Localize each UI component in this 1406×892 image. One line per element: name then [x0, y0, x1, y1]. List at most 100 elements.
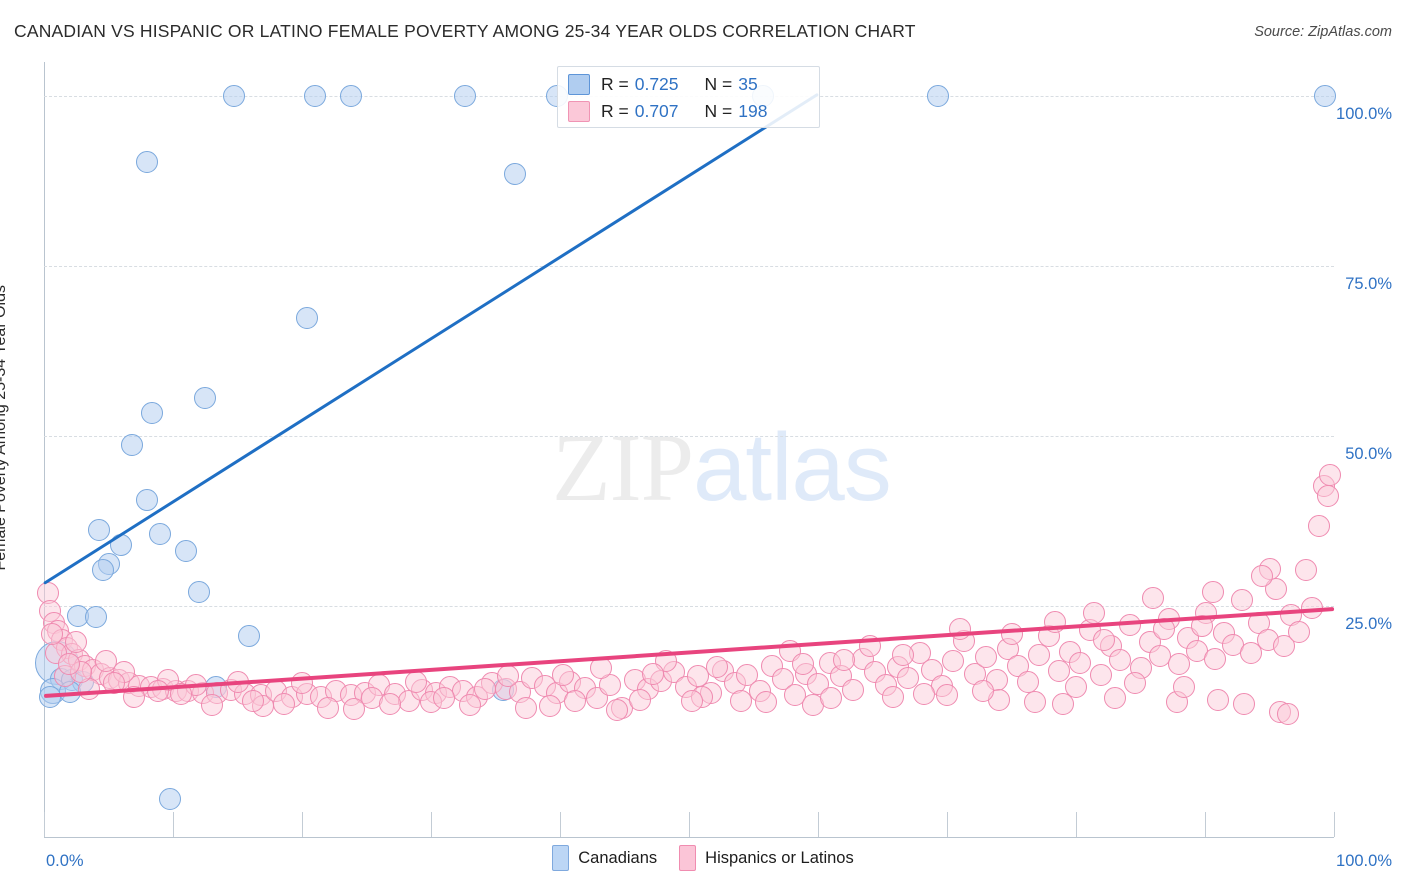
- data-point[interactable]: [706, 655, 729, 678]
- data-point[interactable]: [551, 664, 574, 687]
- data-point[interactable]: [200, 693, 223, 716]
- data-point[interactable]: [948, 617, 971, 640]
- data-point[interactable]: [1272, 635, 1295, 658]
- data-point[interactable]: [897, 666, 920, 689]
- data-point[interactable]: [772, 668, 795, 691]
- data-point[interactable]: [1142, 586, 1165, 609]
- data-point[interactable]: [497, 665, 520, 688]
- data-point[interactable]: [458, 693, 481, 716]
- data-point[interactable]: [972, 680, 995, 703]
- data-point[interactable]: [1023, 691, 1046, 714]
- data-point[interactable]: [936, 684, 958, 707]
- data-point[interactable]: [174, 540, 197, 563]
- data-point[interactable]: [1124, 672, 1147, 695]
- data-point[interactable]: [926, 84, 949, 107]
- legend-item-canadians[interactable]: Canadians: [552, 845, 657, 871]
- data-point[interactable]: [1201, 581, 1224, 604]
- data-point[interactable]: [974, 646, 997, 669]
- data-point[interactable]: [1000, 623, 1023, 646]
- data-point[interactable]: [316, 696, 339, 719]
- data-point[interactable]: [755, 691, 778, 714]
- data-point[interactable]: [84, 606, 107, 629]
- data-point[interactable]: [942, 650, 965, 673]
- data-point[interactable]: [404, 670, 427, 693]
- data-point[interactable]: [1017, 670, 1040, 693]
- data-point[interactable]: [641, 662, 664, 685]
- data-point[interactable]: [1319, 464, 1342, 487]
- y-axis-line: [44, 62, 45, 837]
- data-point[interactable]: [736, 664, 759, 687]
- data-point[interactable]: [1027, 643, 1050, 666]
- data-point[interactable]: [141, 402, 164, 425]
- data-point[interactable]: [1240, 642, 1263, 665]
- data-point[interactable]: [149, 522, 172, 545]
- data-point[interactable]: [912, 683, 935, 706]
- data-point[interactable]: [503, 163, 526, 186]
- data-point[interactable]: [819, 687, 842, 710]
- data-point[interactable]: [1068, 651, 1091, 674]
- data-point[interactable]: [136, 150, 159, 173]
- data-point[interactable]: [222, 84, 245, 107]
- data-point[interactable]: [238, 625, 261, 648]
- data-point[interactable]: [303, 84, 326, 107]
- data-point[interactable]: [241, 689, 264, 712]
- data-point[interactable]: [1065, 676, 1087, 699]
- data-point[interactable]: [342, 698, 365, 721]
- data-point[interactable]: [1232, 692, 1255, 715]
- data-point[interactable]: [1108, 649, 1131, 672]
- data-point[interactable]: [1103, 687, 1126, 710]
- legend-item-hispanics[interactable]: Hispanics or Latinos: [679, 845, 854, 871]
- data-point[interactable]: [1168, 653, 1191, 676]
- data-point[interactable]: [881, 685, 904, 708]
- data-point[interactable]: [159, 788, 182, 811]
- data-point[interactable]: [832, 649, 855, 672]
- data-point[interactable]: [680, 689, 703, 712]
- data-point[interactable]: [841, 678, 864, 701]
- data-point[interactable]: [1204, 647, 1227, 670]
- data-point[interactable]: [892, 643, 915, 666]
- data-point[interactable]: [1294, 559, 1317, 582]
- data-point[interactable]: [94, 650, 117, 673]
- data-point[interactable]: [136, 489, 159, 512]
- data-point[interactable]: [432, 687, 455, 710]
- data-point[interactable]: [1313, 84, 1336, 107]
- data-point[interactable]: [1307, 514, 1330, 537]
- data-point[interactable]: [378, 692, 401, 715]
- data-point[interactable]: [194, 387, 217, 410]
- gridline: [44, 265, 1334, 267]
- data-point[interactable]: [272, 692, 295, 715]
- data-point[interactable]: [40, 623, 63, 646]
- data-point[interactable]: [1264, 578, 1287, 601]
- data-point[interactable]: [453, 84, 476, 107]
- data-point[interactable]: [120, 434, 143, 457]
- data-point[interactable]: [92, 559, 115, 582]
- data-point[interactable]: [729, 689, 752, 712]
- data-point[interactable]: [474, 677, 497, 700]
- data-point[interactable]: [605, 699, 628, 722]
- data-point[interactable]: [1048, 659, 1071, 682]
- data-point[interactable]: [1250, 564, 1273, 587]
- data-point[interactable]: [65, 631, 88, 654]
- data-point[interactable]: [1288, 620, 1311, 643]
- data-point[interactable]: [1206, 688, 1229, 711]
- data-point[interactable]: [146, 680, 169, 703]
- data-point[interactable]: [340, 84, 363, 107]
- data-point[interactable]: [515, 696, 538, 719]
- data-point[interactable]: [564, 689, 587, 712]
- data-point[interactable]: [538, 695, 561, 718]
- data-point[interactable]: [88, 519, 111, 542]
- data-point[interactable]: [1276, 703, 1299, 726]
- data-point[interactable]: [1316, 484, 1339, 507]
- data-point[interactable]: [1052, 692, 1075, 715]
- data-point[interactable]: [791, 653, 814, 676]
- data-point[interactable]: [187, 581, 210, 604]
- data-point[interactable]: [57, 653, 80, 676]
- data-point[interactable]: [1089, 664, 1112, 687]
- data-point[interactable]: [628, 688, 651, 711]
- data-point[interactable]: [1173, 676, 1196, 699]
- data-point[interactable]: [1231, 589, 1254, 612]
- data-point[interactable]: [296, 307, 319, 330]
- x-axis-tick: [1334, 812, 1335, 837]
- data-point[interactable]: [1083, 601, 1106, 624]
- data-point[interactable]: [1093, 628, 1116, 651]
